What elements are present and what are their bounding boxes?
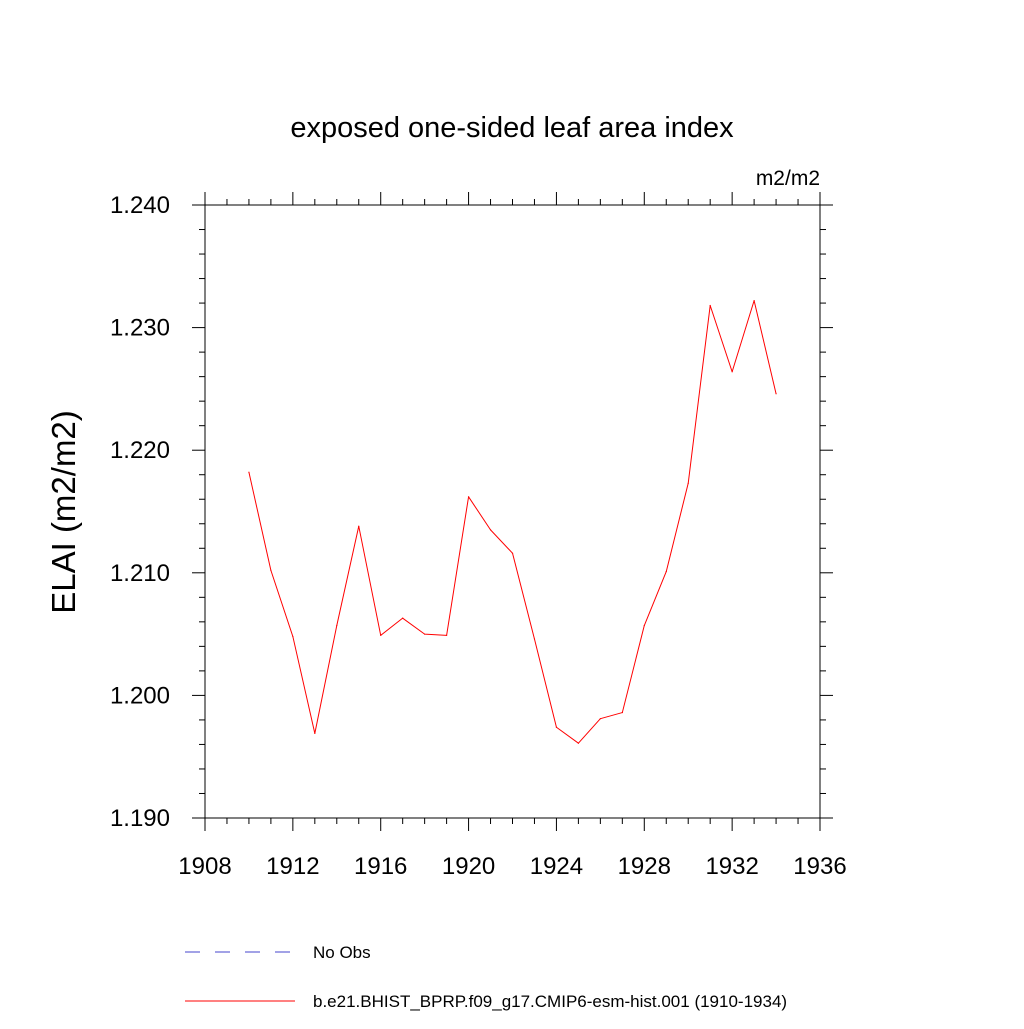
data-point bbox=[467, 496, 470, 498]
x-tick-label: 1920 bbox=[442, 853, 495, 880]
data-point bbox=[533, 638, 536, 640]
y-tick-label: 1.240 bbox=[110, 192, 170, 219]
series-line bbox=[248, 300, 777, 744]
units-label: m2/m2 bbox=[756, 167, 820, 190]
data-point bbox=[621, 711, 623, 714]
data-point bbox=[731, 371, 733, 373]
data-point bbox=[402, 617, 404, 619]
x-tick-label: 1928 bbox=[618, 853, 671, 880]
data-point bbox=[270, 569, 272, 571]
y-axis: 1.190 1.200 1.210 1.220 1.230 1.240 bbox=[110, 192, 833, 832]
data-point bbox=[248, 471, 250, 473]
y-tick-label: 1.200 bbox=[110, 682, 170, 709]
data-point bbox=[599, 718, 601, 720]
data-point bbox=[446, 634, 448, 636]
data-point bbox=[643, 624, 645, 627]
y-tick-label: 1.210 bbox=[110, 560, 170, 587]
legend: No Obs b.e21.BHIST_BPRP.f09_g17.CMIP6-es… bbox=[185, 943, 787, 1011]
data-point bbox=[489, 529, 492, 531]
legend-label-no-obs: No Obs bbox=[313, 943, 371, 962]
data-point bbox=[292, 635, 294, 638]
y-tick-label: 1.190 bbox=[110, 805, 170, 832]
data-point bbox=[314, 732, 316, 735]
y-tick-label: 1.230 bbox=[110, 315, 170, 342]
x-tick-label: 1924 bbox=[530, 853, 583, 880]
legend-label-model: b.e21.BHIST_BPRP.f09_g17.CMIP6-esm-hist.… bbox=[313, 992, 787, 1011]
x-tick-label: 1908 bbox=[178, 853, 231, 880]
data-point bbox=[555, 726, 558, 728]
x-tick-label: 1916 bbox=[354, 853, 407, 880]
x-tick-label: 1912 bbox=[266, 853, 319, 880]
data-point bbox=[358, 525, 360, 527]
x-axis: 1908 1912 1916 1920 1924 1928 1932 1936 bbox=[178, 192, 847, 880]
data-point bbox=[577, 742, 579, 744]
y-tick-label: 1.220 bbox=[110, 437, 170, 464]
data-point bbox=[380, 634, 382, 636]
data-point bbox=[775, 393, 777, 395]
y-axis-label: ELAI (m2/m2) bbox=[45, 410, 82, 614]
data-point bbox=[753, 300, 755, 302]
data-point bbox=[665, 570, 667, 573]
x-tick-label: 1932 bbox=[705, 853, 758, 880]
plot-frame bbox=[204, 204, 821, 819]
series-layer bbox=[248, 300, 777, 744]
data-point bbox=[424, 633, 426, 635]
data-point bbox=[709, 304, 711, 307]
data-point bbox=[687, 482, 689, 484]
data-point bbox=[511, 552, 514, 554]
chart-title: exposed one-sided leaf area index bbox=[290, 112, 734, 144]
x-tick-label: 1936 bbox=[793, 853, 846, 880]
data-point bbox=[336, 624, 338, 627]
